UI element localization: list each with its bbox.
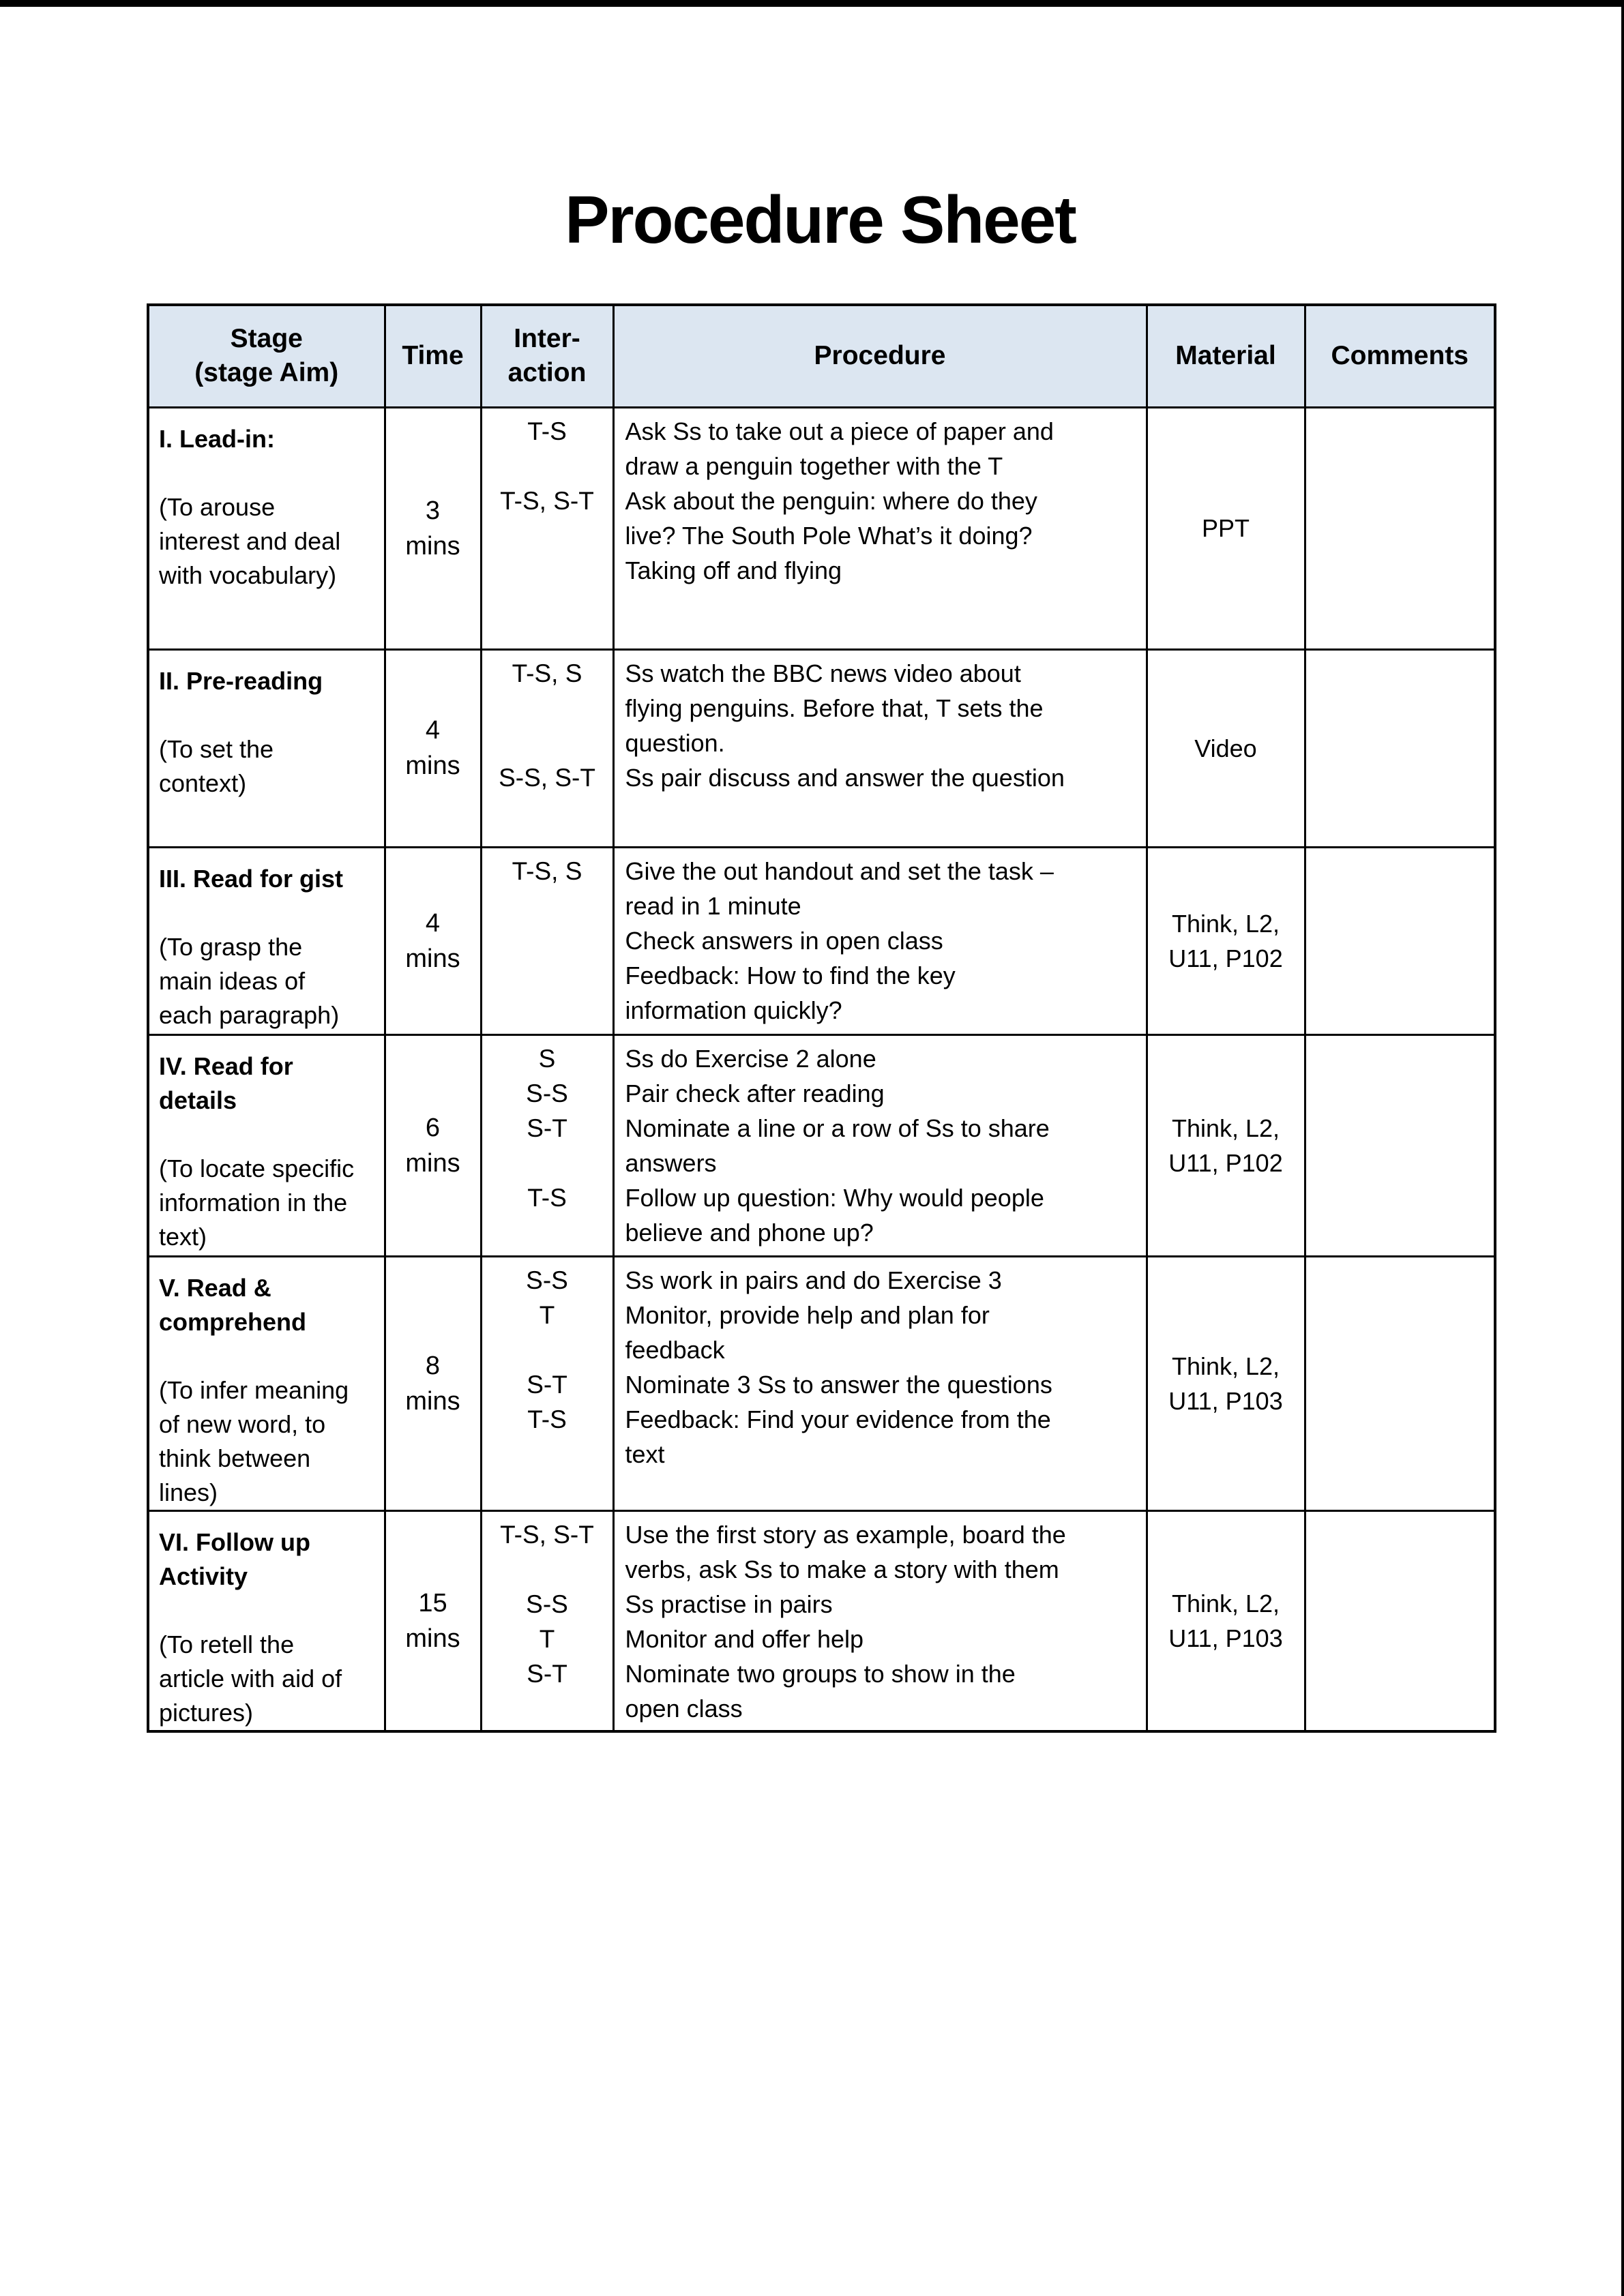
- table-row: V. Read & comprehend (To infer meaning of …: [147, 1255, 1496, 1512]
- material-cell: Think, L2, U11, P103: [1145, 1509, 1306, 1732]
- stage-aim: (To locate specific information in the tex…: [159, 1154, 355, 1251]
- comments-cell: [1303, 1033, 1496, 1257]
- stage-aim: (To set the context): [159, 734, 274, 797]
- time-cell: 8 mins: [383, 1255, 482, 1512]
- comments-cell: [1303, 648, 1496, 848]
- comments-cell: [1303, 1255, 1496, 1512]
- interaction-cell: T-S, S S-S, S-T: [479, 648, 615, 848]
- procedure-cell: Ss do Exercise 2 alone Pair check after r…: [612, 1033, 1148, 1257]
- material-cell: PPT: [1145, 406, 1306, 651]
- page-top-edge-bar: [0, 0, 1624, 7]
- stage-cell: V. Read & comprehend (To infer meaning of …: [147, 1255, 386, 1512]
- time-cell: 4 mins: [383, 648, 482, 848]
- interaction-cell: T-S T-S, S-T: [479, 406, 615, 651]
- stage-cell: VI. Follow up Activity (To retell the arti…: [147, 1509, 386, 1732]
- material-cell: Think, L2, U11, P103: [1145, 1255, 1306, 1512]
- time-cell: 4 mins: [383, 846, 482, 1036]
- procedure-table: Stage (stage Aim) Time Inter-action Proce…: [147, 303, 1496, 1733]
- procedure-cell: Ss watch the BBC news video about flying …: [612, 648, 1148, 848]
- table-row: III. Read for gist (To grasp the main ide…: [147, 846, 1496, 1036]
- material-cell: Think, L2, U11, P102: [1145, 846, 1306, 1036]
- stage-heading: III. Read for gist: [159, 864, 344, 893]
- stage-heading: II. Pre-reading: [159, 666, 323, 695]
- page-title: Procedure Sheet: [565, 182, 1077, 257]
- procedure-cell: Ask Ss to take out a piece of paper and d…: [612, 406, 1148, 651]
- stage-aim: (To retell the article with aid of picture…: [159, 1630, 342, 1727]
- stage-cell: IV. Read for details (To locate specific i…: [147, 1033, 386, 1257]
- interaction-cell: S-S T S-T T-S: [479, 1255, 615, 1512]
- stage-aim: (To grasp the main ideas of each paragraph…: [159, 932, 340, 1029]
- stage-cell: III. Read for gist (To grasp the main ide…: [147, 846, 386, 1036]
- column-header-stage: Stage (stage Aim): [147, 303, 386, 408]
- comments-cell: [1303, 1509, 1496, 1732]
- procedure-cell: Use the first story as example, board th…: [612, 1509, 1148, 1732]
- procedure-cell: Ss work in pairs and do Exercise 3 Monito…: [612, 1255, 1148, 1512]
- table-row: II. Pre-reading (To set the context) 4 min…: [147, 648, 1496, 848]
- interaction-cell: S S-S S-T T-S: [479, 1033, 615, 1257]
- column-header-interaction: Inter-action: [479, 303, 615, 408]
- interaction-cell: T-S, S-T S-S T S-T: [479, 1509, 615, 1732]
- comments-cell: [1303, 406, 1496, 651]
- stage-heading: V. Read & comprehend: [159, 1273, 307, 1336]
- column-header-time: Time: [383, 303, 482, 408]
- stage-aim: (To infer meaning of new word, to think be…: [159, 1375, 349, 1506]
- table-row: VI. Follow up Activity (To retell the arti…: [147, 1509, 1496, 1732]
- stage-heading: VI. Follow up Activity: [159, 1527, 310, 1590]
- interaction-cell: T-S, S: [479, 846, 615, 1036]
- header-row: Stage (stage Aim) Time Inter-action Proce…: [147, 303, 1496, 408]
- column-header-comments: Comments: [1303, 303, 1496, 408]
- material-cell: Video: [1145, 648, 1306, 848]
- page-right-edge-bar: [1621, 0, 1624, 2296]
- stage-aim: (To arouse interest and deal with vocabula…: [159, 492, 341, 589]
- stage-heading: I. Lead-in:: [159, 424, 275, 453]
- comments-cell: [1303, 846, 1496, 1036]
- stage-cell: I. Lead-in: (To arouse interest and deal w…: [147, 406, 386, 651]
- column-header-material: Material: [1145, 303, 1306, 408]
- table-row: IV. Read for details (To locate specific i…: [147, 1033, 1496, 1257]
- procedure-cell: Give the out handout and set the task – r…: [612, 846, 1148, 1036]
- stage-heading: IV. Read for details: [159, 1052, 293, 1114]
- column-header-procedure: Procedure: [612, 303, 1148, 408]
- stage-cell: II. Pre-reading (To set the context): [147, 648, 386, 848]
- time-cell: 15 mins: [383, 1509, 482, 1732]
- material-cell: Think, L2, U11, P102: [1145, 1033, 1306, 1257]
- time-cell: 3 mins: [383, 406, 482, 651]
- time-cell: 6 mins: [383, 1033, 482, 1257]
- table-row: I. Lead-in: (To arouse interest and deal w…: [147, 406, 1496, 651]
